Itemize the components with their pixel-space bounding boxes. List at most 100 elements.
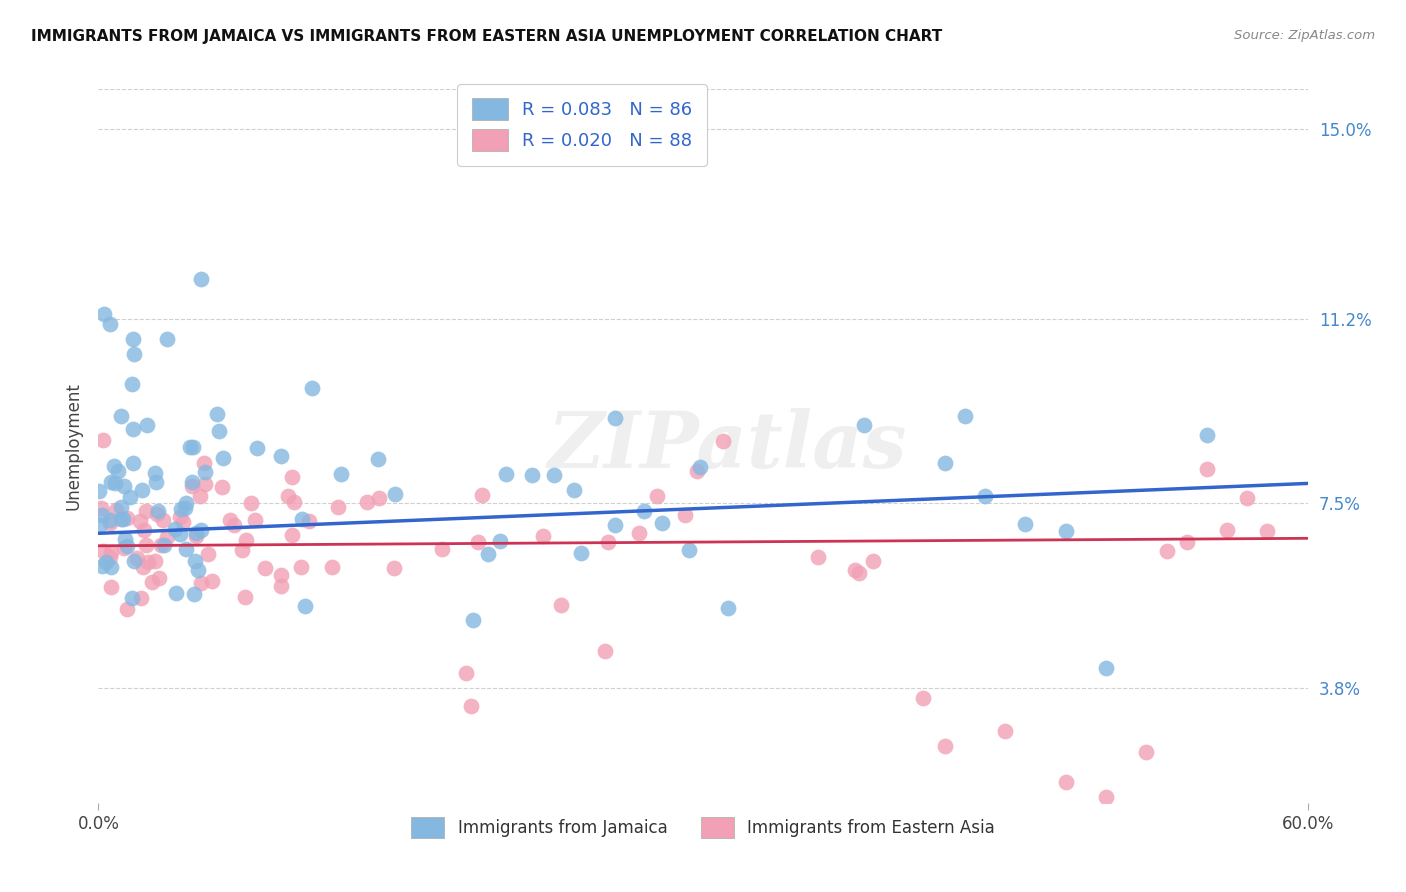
Text: IMMIGRANTS FROM JAMAICA VS IMMIGRANTS FROM EASTERN ASIA UNEMPLOYMENT CORRELATION: IMMIGRANTS FROM JAMAICA VS IMMIGRANTS FR… — [31, 29, 942, 44]
Point — [107, 464, 129, 478]
Point — [194, 465, 217, 479]
Point — [131, 559, 153, 574]
Point — [112, 512, 135, 526]
Point — [673, 508, 696, 522]
Point — [1195, 462, 1218, 476]
Point — [188, 489, 211, 503]
Point — [156, 530, 179, 544]
Point — [934, 456, 956, 470]
Point — [329, 467, 352, 481]
Point — [181, 441, 204, 455]
Point — [100, 317, 122, 331]
Point — [717, 601, 740, 615]
Point — [461, 613, 484, 627]
Point — [112, 479, 135, 493]
Point — [93, 307, 115, 321]
Point — [180, 475, 202, 489]
Point — [169, 509, 191, 524]
Point — [246, 441, 269, 455]
Point — [298, 514, 321, 528]
Point — [117, 540, 139, 554]
Point — [122, 554, 145, 568]
Point — [136, 418, 159, 433]
Point — [212, 451, 235, 466]
Point — [520, 468, 543, 483]
Point — [129, 514, 152, 528]
Point — [184, 526, 207, 541]
Point — [651, 516, 673, 531]
Point — [270, 579, 292, 593]
Point — [197, 547, 219, 561]
Point — [110, 500, 132, 515]
Point — [911, 690, 934, 705]
Point — [595, 644, 617, 658]
Point — [471, 488, 494, 502]
Point — [141, 574, 163, 589]
Point — [129, 591, 152, 605]
Point — [98, 513, 121, 527]
Point — [633, 504, 655, 518]
Point — [114, 532, 136, 546]
Point — [1095, 661, 1118, 675]
Point — [120, 490, 142, 504]
Point — [190, 576, 212, 591]
Point — [1054, 524, 1077, 538]
Point — [100, 544, 122, 558]
Point — [384, 487, 406, 501]
Point — [301, 380, 323, 394]
Point — [152, 538, 174, 552]
Point — [543, 467, 565, 482]
Point — [89, 518, 111, 533]
Point — [96, 555, 118, 569]
Point — [844, 563, 866, 577]
Point — [87, 484, 110, 499]
Point — [1256, 524, 1278, 538]
Point — [291, 512, 314, 526]
Point — [219, 513, 242, 527]
Point — [112, 541, 135, 556]
Point — [207, 424, 229, 438]
Point — [181, 479, 204, 493]
Point — [321, 560, 343, 574]
Point — [294, 599, 316, 613]
Point — [994, 724, 1017, 739]
Point — [367, 491, 389, 505]
Point — [1014, 517, 1036, 532]
Point — [1195, 427, 1218, 442]
Point — [283, 495, 305, 509]
Point — [454, 665, 477, 680]
Point — [184, 553, 207, 567]
Point — [193, 456, 215, 470]
Point — [495, 467, 517, 481]
Point — [489, 533, 512, 548]
Point — [135, 504, 157, 518]
Point — [122, 456, 145, 470]
Point — [187, 563, 209, 577]
Point — [596, 535, 619, 549]
Point — [98, 516, 121, 530]
Point — [367, 452, 389, 467]
Point — [103, 458, 125, 473]
Point — [974, 489, 997, 503]
Point — [90, 508, 112, 523]
Point — [645, 489, 668, 503]
Point — [205, 407, 228, 421]
Point — [152, 513, 174, 527]
Point — [146, 507, 169, 521]
Point — [132, 523, 155, 537]
Point — [1156, 544, 1178, 558]
Point — [477, 547, 499, 561]
Point — [174, 500, 197, 515]
Point — [550, 598, 572, 612]
Point — [143, 554, 166, 568]
Point — [169, 527, 191, 541]
Point — [148, 572, 170, 586]
Point — [689, 460, 711, 475]
Point — [290, 560, 312, 574]
Point — [122, 332, 145, 346]
Point — [686, 464, 709, 478]
Point — [127, 551, 149, 566]
Point — [90, 501, 112, 516]
Point — [678, 543, 700, 558]
Point — [122, 421, 145, 435]
